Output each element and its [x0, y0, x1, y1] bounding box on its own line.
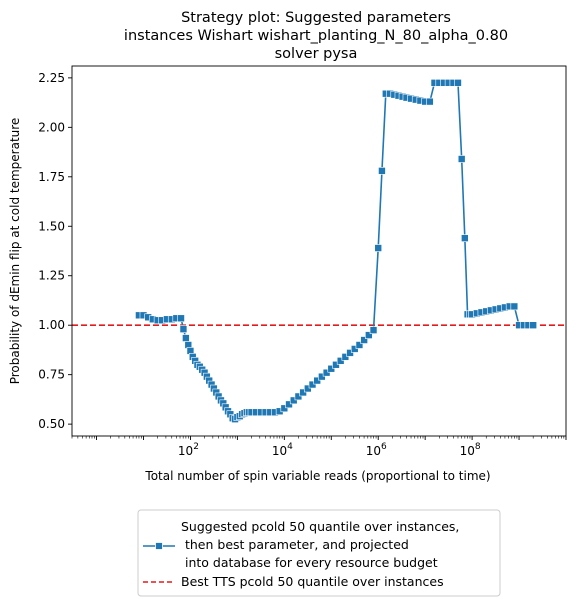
suggested-point-65	[369, 326, 378, 334]
chart-title: Strategy plot: Suggested parameters inst…	[124, 10, 508, 62]
x-axis-ticks: 102 104 106 108	[71, 436, 567, 458]
suggested-point-98	[510, 302, 519, 311]
x-tick-label-2: 106	[366, 442, 387, 458]
suggested-point-102	[529, 321, 537, 330]
suggested-point-54	[318, 372, 326, 381]
legend-text-suggested-line-1: Suggested pcold 50 quantile over instanc…	[181, 519, 459, 534]
suggested-point-57	[332, 360, 340, 369]
y-tick-label-3: 1.25	[38, 269, 65, 283]
y-tick-label-4: 1.50	[38, 219, 65, 233]
y-tick-label-6: 2.00	[38, 120, 65, 134]
legend-text-suggested-line-2: then best parameter, and projected	[181, 537, 409, 552]
suggested-point-62	[355, 341, 364, 349]
suggested-point-66	[374, 244, 383, 252]
legend-text-best-tts: Best TTS pcold 50 quantile over instance…	[181, 574, 444, 589]
legend-entry-suggested: Suggested pcold 50 quantile over instanc…	[143, 519, 459, 570]
y-tick-label-5: 1.75	[38, 170, 65, 184]
suggested-point-67	[378, 167, 386, 175]
plot-frame	[71, 65, 567, 437]
suggested-point-11	[182, 334, 190, 342]
suggested-point-56	[327, 364, 336, 373]
title-line-3: solver pysa	[275, 46, 358, 62]
suggested-point-78	[426, 97, 434, 106]
suggested-point-49	[294, 392, 303, 401]
y-tick-label-1: 0.75	[38, 368, 65, 382]
suggested-point-50	[299, 388, 307, 397]
legend: Suggested pcold 50 quantile over instanc…	[137, 509, 501, 597]
suggested-point-52	[308, 380, 317, 389]
suggested-point-47	[285, 400, 293, 409]
suggested-point-63	[360, 336, 368, 344]
suggested-point-59	[341, 353, 350, 361]
suggested-point-10	[179, 325, 188, 333]
suggested-point-58	[336, 357, 345, 365]
suggested-point-53	[313, 376, 321, 385]
x-tick-label-3: 108	[460, 442, 481, 458]
suggested-point-55	[322, 368, 331, 377]
legend-marker-suggested	[155, 542, 163, 550]
suggested-point-84	[454, 79, 462, 87]
y-axis-label: Probability of dEmin flip at cold temper…	[8, 118, 22, 385]
suggested-point-64	[365, 331, 373, 339]
suggested-point-85	[457, 155, 466, 163]
suggested-point-60	[346, 349, 354, 357]
suggested-point-61	[350, 345, 359, 353]
suggested-point-48	[289, 396, 298, 405]
legend-entry-best-tts: Best TTS pcold 50 quantile over instance…	[143, 574, 444, 589]
suggested-point-86	[461, 234, 469, 242]
y-tick-label-0: 0.50	[38, 417, 65, 431]
x-tick-label-1: 104	[272, 442, 293, 458]
title-line-2: instances Wishart wishart_planting_N_80_…	[124, 28, 508, 44]
legend-box	[137, 509, 501, 597]
legend-text-suggested-line-3: into database for every resource budget	[181, 555, 438, 570]
x-tick-label-0: 102	[178, 442, 199, 458]
y-axis-ticks: 0.50 0.75 1.00 1.25 1.50 1.75 2.00 2.25	[38, 71, 72, 431]
suggested-point-46	[280, 404, 289, 413]
x-axis-label: Total number of spin variable reads (pro…	[144, 469, 490, 483]
suggested-point-9	[177, 314, 185, 323]
suggested-point-51	[303, 384, 312, 393]
title-line-1: Strategy plot: Suggested parameters	[181, 10, 451, 26]
y-tick-label-7: 2.25	[38, 71, 65, 85]
y-tick-label-2: 1.00	[38, 318, 65, 332]
